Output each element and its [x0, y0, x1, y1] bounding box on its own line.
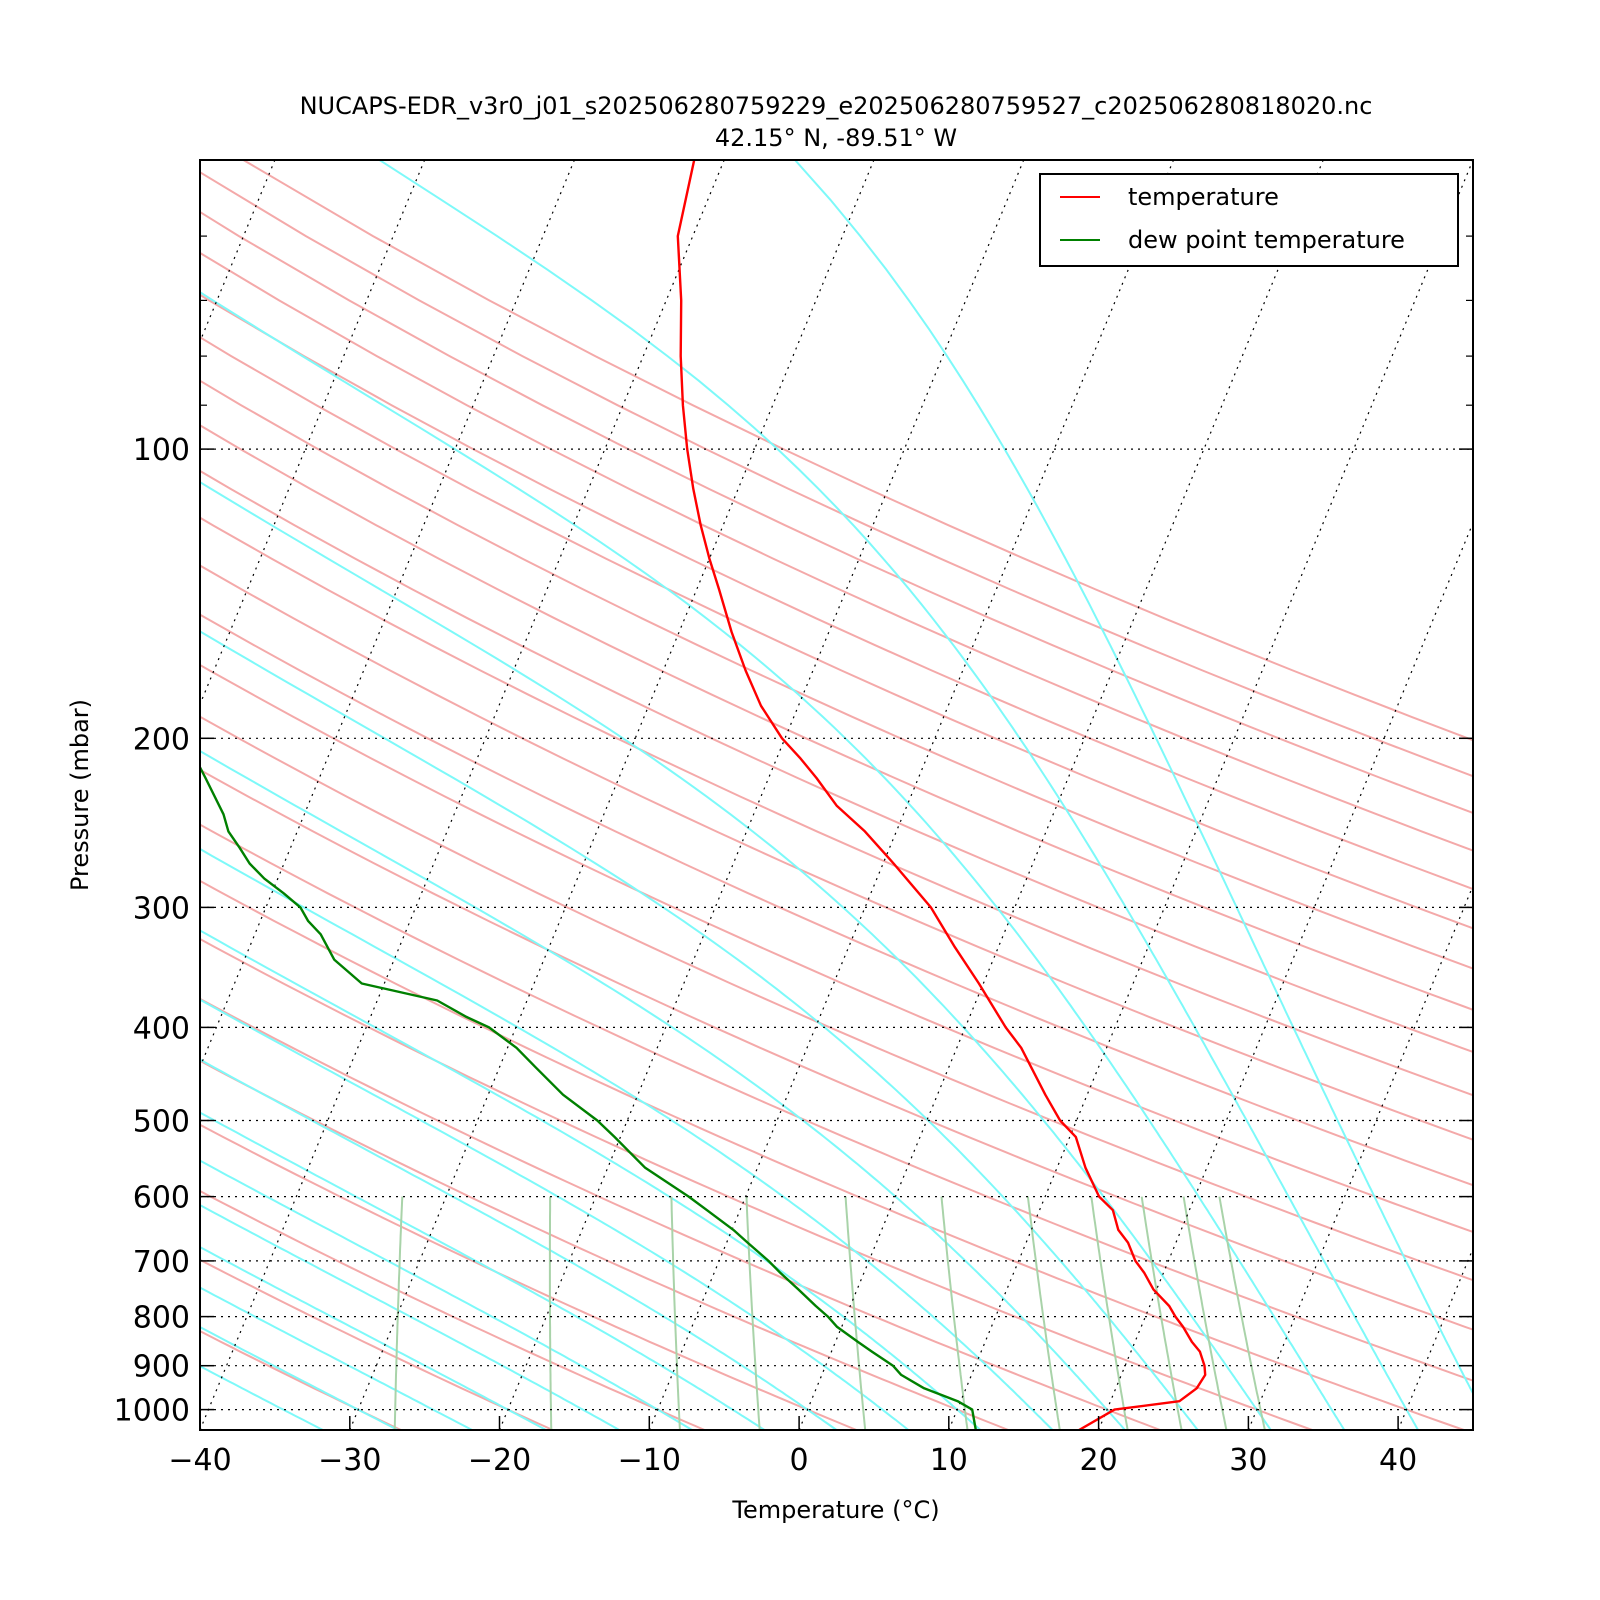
y-tick-label: 200 — [133, 722, 190, 757]
y-axis-title: Pressure (mbar) — [66, 699, 94, 891]
mixing-ratio-line — [844, 1196, 867, 1430]
moist-adiabat — [200, 1286, 473, 1430]
chart-subtitle: 42.15° N, -89.51° W — [715, 124, 957, 152]
x-tick-label: 20 — [1080, 1443, 1118, 1478]
dry-adiabat — [200, 171, 1473, 778]
dry-adiabat — [200, 293, 1473, 891]
isotherm-line — [1548, 160, 1600, 1430]
dry-adiabat — [200, 210, 1473, 815]
dewpoint-line — [200, 764, 977, 1430]
axis-ticks — [199, 159, 1473, 1430]
legend-label-temperature: temperature — [1128, 183, 1279, 211]
background-lines — [0, 160, 1600, 1430]
x-axis-title: Temperature (°C) — [731, 1496, 939, 1524]
y-tick-label: 900 — [133, 1350, 190, 1385]
y-tick-label: 600 — [133, 1181, 190, 1216]
dry-adiabat — [200, 1330, 402, 1430]
moist-adiabat — [200, 1204, 620, 1430]
x-tick-label: −40 — [168, 1443, 231, 1478]
isotherm-line — [498, 160, 1025, 1430]
isotherm-line — [200, 160, 725, 1430]
isotherm-line — [648, 160, 1175, 1430]
moist-adiabat — [200, 1111, 766, 1430]
isotherm-line — [200, 160, 575, 1069]
x-tick-label: 10 — [930, 1443, 968, 1478]
moist-adiabat — [200, 929, 982, 1430]
dry-adiabat — [200, 613, 1473, 1187]
x-tick-label: 40 — [1379, 1443, 1417, 1478]
mixing-ratio-line — [745, 1196, 761, 1430]
dry-adiabat — [200, 937, 1313, 1430]
moist-adiabat — [200, 1058, 838, 1430]
legend-box — [1039, 173, 1459, 267]
mixing-ratio-line — [940, 1196, 969, 1430]
dry-adiabat — [200, 823, 1473, 1382]
mixing-ratio-line — [1218, 1196, 1266, 1430]
moist-adiabat — [200, 1246, 547, 1430]
x-tick-label: −20 — [468, 1443, 531, 1478]
dry-adiabat — [200, 424, 1473, 1011]
mixing-ratio-line — [1140, 1196, 1183, 1430]
legend-label-dewpoint: dew point temperature — [1128, 226, 1405, 254]
dry-adiabat — [200, 1189, 705, 1430]
legend: temperature dew point temperature — [1039, 173, 1459, 267]
dry-adiabat — [200, 879, 1465, 1430]
moist-adiabat — [200, 480, 1272, 1430]
x-tick-label: 30 — [1229, 1443, 1267, 1478]
moist-adiabat — [200, 291, 1346, 1430]
y-tick-label: 300 — [133, 891, 190, 926]
mixing-ratio-line — [670, 1196, 681, 1430]
x-tick-label: 0 — [790, 1443, 809, 1478]
y-tick-label: 100 — [133, 433, 190, 468]
dry-adiabat — [200, 251, 1473, 852]
mixing-ratio-line — [393, 1196, 404, 1430]
y-tick-label: 500 — [133, 1105, 190, 1140]
data-lines — [200, 160, 1207, 1430]
dry-adiabat — [200, 1123, 857, 1430]
moist-adiabat — [200, 1325, 399, 1430]
dry-adiabat — [200, 379, 1473, 970]
dry-adiabat — [200, 336, 1473, 930]
mixing-ratio-line — [548, 1196, 553, 1430]
y-tick-label: 800 — [133, 1301, 190, 1336]
isotherm-line — [1098, 521, 1473, 1430]
mixing-ratio-line — [1026, 1196, 1061, 1430]
dry-adiabat — [200, 564, 1473, 1141]
isotherm-line — [798, 160, 1324, 1430]
isotherm-line — [0, 160, 125, 1430]
moist-adiabat — [200, 630, 1199, 1430]
dry-adiabat — [200, 663, 1473, 1234]
moist-adiabat — [200, 749, 1126, 1430]
dry-adiabat — [200, 997, 1161, 1430]
mixing-ratio-line — [1090, 1196, 1129, 1430]
mixing-ratio-line — [1182, 1196, 1228, 1430]
isotherm-line — [349, 160, 875, 1430]
moist-adiabat — [200, 998, 910, 1430]
moist-adiabat — [200, 1159, 693, 1430]
dry-adiabat — [200, 469, 1473, 1054]
temperature-line — [676, 160, 1207, 1430]
x-tick-label: −30 — [318, 1443, 381, 1478]
y-tick-label: 1000 — [114, 1394, 190, 1429]
plot-frame — [199, 159, 1474, 1431]
dry-adiabat — [200, 516, 1473, 1097]
chart-title: NUCAPS-EDR_v3r0_j01_s202506280759229_e20… — [300, 92, 1373, 120]
isotherm-line — [948, 160, 1473, 1430]
moist-adiabat — [794, 160, 1473, 1396]
dry-adiabat — [200, 715, 1473, 1282]
y-tick-label: 400 — [133, 1011, 190, 1046]
dry-adiabat — [200, 1059, 1009, 1430]
x-tick-label: −10 — [618, 1443, 681, 1478]
moist-adiabat — [378, 160, 1419, 1430]
y-tick-label: 700 — [133, 1245, 190, 1280]
